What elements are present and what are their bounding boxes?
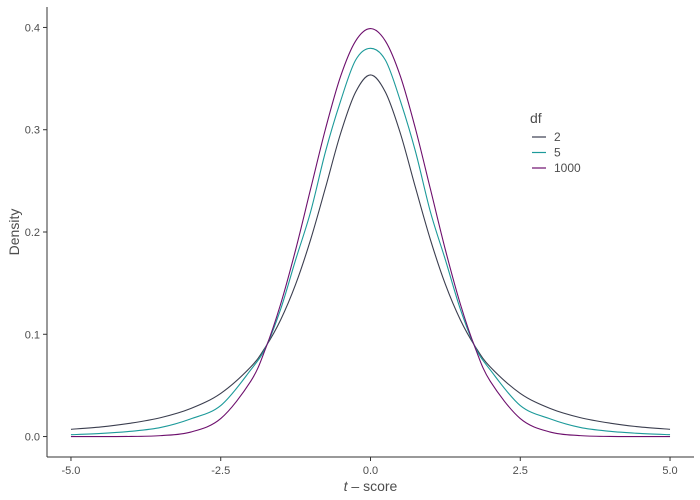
x-tick-label: -5.0: [61, 465, 80, 477]
y-tick-label: 0.2: [25, 227, 40, 239]
y-tick-label: 0.4: [25, 22, 40, 34]
x-axis-ticks: -5.0 -2.5 0.0 2.5 5.0: [61, 457, 678, 477]
y-tick-label: 0.3: [25, 125, 40, 137]
x-tick-label: 5.0: [662, 465, 677, 477]
x-tick-label: 0.0: [363, 465, 378, 477]
legend-label-df-1000: 1000: [554, 161, 581, 175]
x-axis-title-rest: – score: [348, 478, 398, 494]
series-line-df-5: [70, 47, 671, 436]
x-tick-label: 2.5: [513, 465, 528, 477]
legend-title: df: [530, 110, 542, 126]
legend-label-df-5: 5: [554, 146, 561, 160]
series-line-df-2: [70, 74, 671, 430]
y-tick-label: 0.0: [25, 432, 40, 444]
series-layer: [70, 28, 671, 438]
x-tick-label: -2.5: [211, 465, 230, 477]
x-axis-title: t – score: [344, 478, 398, 494]
y-tick-label: 0.1: [25, 329, 40, 341]
y-axis-title: Density: [6, 209, 22, 256]
x-axis-title-italic: t: [344, 478, 349, 494]
legend-label-df-2: 2: [554, 130, 561, 144]
y-axis-ticks: 0.0 0.1 0.2 0.3 0.4: [25, 22, 47, 444]
series-line-df-1000: [70, 28, 671, 438]
